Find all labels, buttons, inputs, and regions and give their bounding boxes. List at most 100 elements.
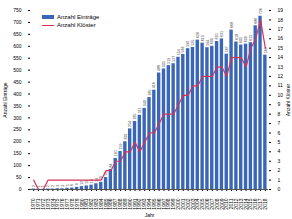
svg-text:14: 14 <box>278 54 284 60</box>
svg-text:1992: 1992 <box>136 198 143 210</box>
svg-text:5: 5 <box>278 139 281 145</box>
svg-text:100: 100 <box>13 162 22 168</box>
svg-text:400: 400 <box>13 91 22 97</box>
svg-text:Anzahl Klöster: Anzahl Klöster <box>285 84 291 117</box>
svg-text:626: 626 <box>196 32 200 38</box>
svg-text:50: 50 <box>16 174 22 180</box>
svg-text:488: 488 <box>157 65 161 71</box>
svg-text:600: 600 <box>13 43 22 49</box>
svg-text:1980: 1980 <box>78 198 85 210</box>
svg-text:566: 566 <box>181 46 185 52</box>
svg-text:350: 350 <box>13 103 22 109</box>
svg-text:1973: 1973 <box>44 198 51 210</box>
svg-text:594: 594 <box>206 40 210 46</box>
svg-text:1984: 1984 <box>97 198 104 210</box>
svg-text:1970: 1970 <box>30 198 37 210</box>
svg-text:590: 590 <box>186 41 190 47</box>
svg-text:200: 200 <box>13 138 22 144</box>
svg-text:2: 2 <box>46 185 50 187</box>
svg-text:1988: 1988 <box>117 198 124 210</box>
svg-text:668: 668 <box>230 22 234 28</box>
svg-text:7: 7 <box>278 120 281 126</box>
svg-text:550: 550 <box>13 55 22 61</box>
svg-text:2018: 2018 <box>262 198 268 209</box>
svg-text:0: 0 <box>278 186 281 192</box>
svg-text:19: 19 <box>278 7 284 13</box>
svg-text:385: 385 <box>148 90 152 96</box>
svg-text:159: 159 <box>119 144 123 150</box>
svg-text:700: 700 <box>13 19 22 25</box>
svg-text:16: 16 <box>278 35 284 41</box>
svg-text:9: 9 <box>278 101 281 107</box>
svg-text:18: 18 <box>278 17 284 23</box>
svg-text:450: 450 <box>13 79 22 85</box>
svg-text:300: 300 <box>13 115 22 121</box>
svg-text:6: 6 <box>278 130 281 136</box>
svg-text:0: 0 <box>19 186 22 192</box>
svg-text:2: 2 <box>278 167 281 173</box>
svg-text:3: 3 <box>61 185 65 187</box>
svg-text:200: 200 <box>124 134 128 140</box>
svg-text:1972: 1972 <box>39 198 46 210</box>
svg-text:12: 12 <box>278 73 284 79</box>
svg-text:1982: 1982 <box>88 198 95 210</box>
svg-text:1971: 1971 <box>35 198 42 210</box>
svg-text:613: 613 <box>201 35 205 41</box>
svg-text:605: 605 <box>239 37 243 43</box>
svg-text:750: 750 <box>13 7 22 13</box>
svg-text:17: 17 <box>278 26 284 32</box>
svg-text:311: 311 <box>138 108 142 114</box>
svg-text:631: 631 <box>220 31 224 37</box>
svg-text:130: 130 <box>114 150 118 156</box>
svg-text:3: 3 <box>56 185 60 187</box>
svg-text:600: 600 <box>210 38 214 44</box>
svg-text:1978: 1978 <box>68 198 75 210</box>
svg-text:10: 10 <box>278 92 284 98</box>
svg-text:500: 500 <box>13 67 22 73</box>
svg-text:2: 2 <box>32 185 36 187</box>
svg-text:13: 13 <box>278 64 284 70</box>
svg-text:5: 5 <box>66 184 70 186</box>
svg-text:554: 554 <box>177 49 181 55</box>
svg-text:6: 6 <box>70 184 74 186</box>
svg-text:1987: 1987 <box>112 198 119 210</box>
svg-text:1: 1 <box>278 177 281 183</box>
svg-text:1979: 1979 <box>73 198 80 210</box>
svg-text:1991: 1991 <box>131 198 138 210</box>
svg-text:726: 726 <box>259 8 263 14</box>
svg-text:650: 650 <box>13 31 22 37</box>
svg-text:150: 150 <box>13 150 22 156</box>
svg-text:1990: 1990 <box>126 198 133 210</box>
svg-text:1974: 1974 <box>49 198 56 210</box>
svg-text:620: 620 <box>215 34 219 40</box>
svg-text:519: 519 <box>167 58 171 64</box>
svg-text:2: 2 <box>51 185 55 187</box>
svg-text:527: 527 <box>172 56 176 62</box>
svg-text:285: 285 <box>133 113 137 119</box>
svg-text:1985: 1985 <box>102 198 109 210</box>
svg-text:9: 9 <box>75 183 79 185</box>
svg-text:1986: 1986 <box>107 198 114 210</box>
svg-text:250: 250 <box>13 126 22 132</box>
svg-text:686: 686 <box>254 18 258 24</box>
svg-text:4: 4 <box>278 148 281 154</box>
svg-text:12: 12 <box>80 181 84 185</box>
svg-text:1976: 1976 <box>59 198 66 210</box>
svg-text:Jahr: Jahr <box>145 212 155 218</box>
svg-text:1981: 1981 <box>83 198 90 210</box>
svg-text:416: 416 <box>152 82 156 88</box>
svg-text:15: 15 <box>278 45 284 51</box>
svg-text:1975: 1975 <box>54 198 61 210</box>
svg-text:595: 595 <box>191 39 195 45</box>
svg-text:505: 505 <box>162 61 166 67</box>
svg-text:3: 3 <box>278 158 281 164</box>
svg-text:567: 567 <box>225 46 229 52</box>
svg-text:609: 609 <box>244 36 248 42</box>
svg-text:254: 254 <box>128 121 132 127</box>
svg-text:8: 8 <box>278 111 281 117</box>
svg-text:340: 340 <box>143 100 147 106</box>
svg-text:11: 11 <box>278 82 283 88</box>
svg-text:615: 615 <box>249 35 253 41</box>
svg-text:618: 618 <box>235 34 239 40</box>
svg-text:Anzahl Einträge: Anzahl Einträge <box>2 82 8 118</box>
